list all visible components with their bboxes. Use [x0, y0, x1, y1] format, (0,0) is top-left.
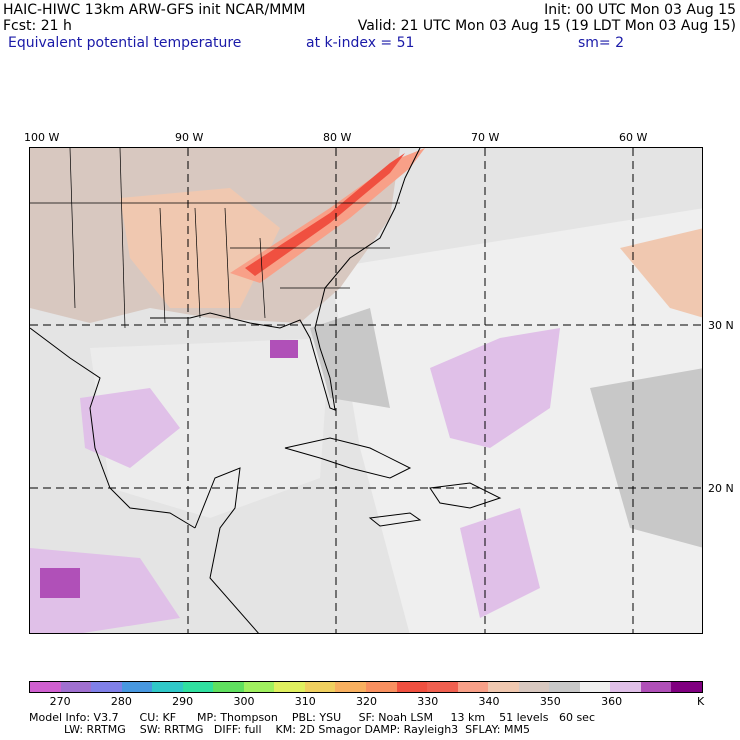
- colorbar-tick-label: 350: [539, 695, 561, 708]
- colorbar-tick-label: 290: [172, 695, 194, 708]
- gray-florida-field: [310, 308, 390, 408]
- colorbar-swatch: [579, 682, 611, 692]
- colorbar-swatch: [152, 682, 183, 692]
- field-title: Equivalent potential temperature: [8, 35, 242, 51]
- state-borders: [30, 148, 400, 329]
- ridge-core: [245, 153, 405, 276]
- map-canvas: [30, 148, 702, 633]
- colorbar-swatch: [30, 682, 61, 692]
- warm-field: [120, 188, 280, 308]
- lon-label-90w: 90 W: [175, 131, 204, 144]
- colorbar-tick-label: 330: [417, 695, 439, 708]
- lavender-atlantic: [430, 328, 560, 448]
- colorbar-unit: K: [697, 695, 705, 708]
- colorbar-tick-label: 360: [601, 695, 623, 708]
- colorbar-swatch: [518, 682, 550, 692]
- colorbar-tick-label: 310: [294, 695, 316, 708]
- colorbar-swatch: [488, 682, 519, 692]
- field-smoothing: sm= 2: [578, 35, 625, 51]
- theta-e-map: [29, 147, 703, 634]
- header-forecast-hour: Fcst: 21 h: [3, 18, 72, 34]
- lon-label-100w: 100 W: [24, 131, 60, 144]
- footer-model-info: Model Info: V3.7 CU: KF MP: Thompson PBL…: [29, 711, 595, 724]
- colorbar-swatch: [274, 682, 305, 692]
- colorbar-swatch: [640, 682, 672, 692]
- field-level: at k-index = 51: [306, 35, 415, 51]
- colorbar-swatch: [304, 682, 336, 692]
- colorbar-swatch: [121, 682, 153, 692]
- header-valid-time: Valid: 21 UTC Mon 03 Aug 15 (19 LDT Mon …: [357, 18, 736, 34]
- colorbar-swatch: [671, 682, 703, 692]
- lon-label-70w: 70 W: [471, 131, 500, 144]
- lavender-gulf: [80, 388, 180, 468]
- colorbar-tick-label: 320: [356, 695, 377, 708]
- colorbar-tick-label: 270: [49, 695, 71, 708]
- colorbar-swatch: [549, 682, 580, 692]
- colorbar-swatch: [182, 682, 214, 692]
- colorbar-tick-label: 340: [478, 695, 500, 708]
- gulf-field: [90, 338, 330, 518]
- colorbar-swatch: [243, 682, 275, 692]
- colorbar-swatch: [457, 682, 489, 692]
- footer-physics-info: LW: RRTMG SW: RRTMG DIFF: full KM: 2D Sm…: [29, 723, 530, 736]
- colorbar-swatch: [213, 682, 244, 692]
- purple-spot-gulf: [270, 340, 298, 358]
- lat-label-30n: 30 N: [708, 319, 734, 332]
- colorbar-swatch: [91, 682, 122, 692]
- header-init-time: Init: 00 UTC Mon 03 Aug 15: [544, 2, 736, 18]
- lavender-caribbean: [460, 508, 540, 618]
- coastlines: [30, 148, 502, 633]
- colorbar-swatch: [60, 682, 92, 692]
- colorbar: [29, 681, 703, 693]
- warm-field-east: [620, 228, 702, 318]
- colorbar-swatch: [427, 682, 458, 692]
- colorbar-tick-label: 300: [233, 695, 255, 708]
- lon-label-60w: 60 W: [619, 131, 648, 144]
- colorbar-swatch: [366, 682, 397, 692]
- lat-label-20n: 20 N: [708, 482, 734, 495]
- lon-label-80w: 80 W: [323, 131, 352, 144]
- lat-lon-grid: [30, 148, 702, 633]
- colorbar-swatch: [610, 682, 641, 692]
- header-model-title: HAIC-HIWC 13km ARW-GFS init NCAR/MMM: [3, 2, 306, 18]
- colorbar-swatch: [396, 682, 428, 692]
- colorbar-tick-label: 280: [110, 695, 132, 708]
- gray-east-field: [590, 368, 702, 548]
- colorbar-swatch: [335, 682, 367, 692]
- purple-spot-pacific: [40, 568, 80, 598]
